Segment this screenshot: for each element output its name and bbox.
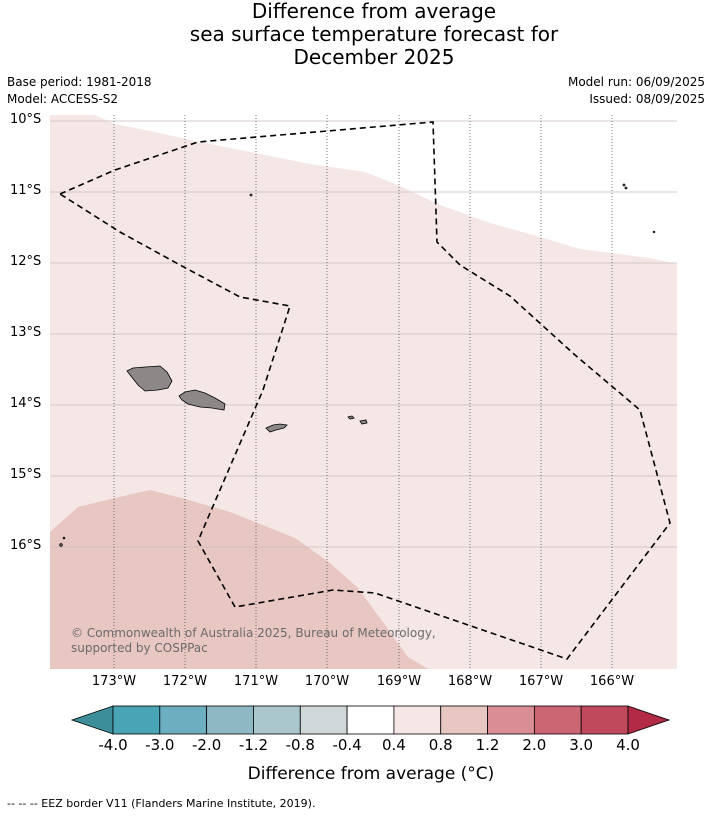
lon-label-166w: 166°W	[589, 674, 635, 689]
colorbar-segment	[206, 705, 254, 735]
colorbar-tick-label: -2.0	[191, 736, 222, 754]
colorbar-segment	[299, 705, 348, 735]
colorbar-tick-label: -0.4	[332, 736, 362, 754]
colorbar-extend-high	[627, 705, 671, 735]
islet-ne-2	[624, 186, 628, 190]
lon-label-169w: 169°W	[376, 674, 422, 689]
copyright-notice: © Commonwealth of Australia 2025, Bureau…	[71, 626, 491, 656]
model-name: Model: ACCESS-S2	[7, 92, 119, 106]
colorbar-tick-label: -3.0	[145, 736, 175, 754]
lat-label-12s: 12°S	[10, 254, 42, 269]
islet-sw-1	[59, 543, 63, 547]
lat-label-16s: 16°S	[10, 538, 42, 553]
islands-land	[59, 183, 656, 547]
sst-anomaly-map	[50, 115, 677, 669]
colorbar-segment	[580, 705, 629, 735]
lon-label-167w: 167°W	[518, 674, 564, 689]
eez-footnote: -- -- -- EEZ border V11 (Flanders Marine…	[7, 797, 316, 810]
colorbar-title: Difference from average (°C)	[247, 764, 495, 784]
colorbar-segment	[346, 705, 395, 735]
copyright-text: © Commonwealth of Australia 2025, Bureau…	[71, 626, 436, 655]
colorbar-segment	[487, 705, 535, 735]
manua-island-1	[347, 415, 355, 420]
islet-sw-2	[62, 536, 66, 540]
upolu-island	[178, 389, 226, 411]
colorbar-segment	[159, 705, 208, 735]
colorbar-tick-label: 1.2	[475, 736, 500, 754]
lat-label-10s: 10°S	[10, 112, 42, 127]
map-title: Difference from average sea surface temp…	[0, 0, 713, 69]
colorbar-tick-label: 2.0	[522, 736, 547, 754]
lon-label-172w: 172°W	[162, 674, 208, 689]
colorbar-tick-label: -4.0	[98, 736, 128, 754]
title-line-3: December 2025	[293, 45, 455, 69]
run-info: Model run: 06/09/2025 Issued: 08/09/2025	[568, 74, 705, 108]
colorbar-tick-label: 0.4	[381, 736, 406, 754]
colorbar-tick-label: -0.8	[285, 736, 315, 754]
colorbar-tick-label: -1.2	[238, 736, 269, 754]
model-info: Base period: 1981-2018 Model: ACCESS-S2	[7, 74, 152, 108]
model-run: Model run: 06/09/2025	[567, 75, 705, 89]
colorbar-extend-low	[70, 705, 114, 735]
savaii-island	[126, 365, 173, 392]
lat-label-11s: 11°S	[10, 183, 42, 198]
lat-label-14s: 14°S	[10, 396, 42, 411]
lat-label-15s: 15°S	[10, 467, 42, 482]
anomaly-colorbar	[70, 705, 671, 735]
colorbar-segment	[533, 705, 582, 735]
lat-label-13s: 13°S	[10, 325, 42, 340]
lon-label-173w: 173°W	[91, 674, 137, 689]
colorbar-segment	[393, 705, 442, 735]
latitude-gridlines	[50, 120, 677, 548]
lon-label-170w: 170°W	[304, 674, 350, 689]
eez-border	[59, 121, 671, 660]
lon-label-168w: 168°W	[447, 674, 493, 689]
title-line-2: sea surface temperature forecast for	[189, 22, 559, 46]
islet-ne-1	[622, 183, 626, 187]
colorbar-tick-label: 4.0	[616, 736, 640, 754]
colorbar-segment	[112, 705, 161, 735]
colorbar-tick-label: 0.8	[428, 736, 453, 754]
swains-island	[249, 193, 253, 197]
colorbar-segment	[440, 705, 488, 735]
colorbar-segment	[253, 705, 301, 735]
lon-label-171w: 171°W	[233, 674, 279, 689]
colorbar-segments	[70, 705, 671, 735]
base-period: Base period: 1981-2018	[7, 75, 152, 89]
anomaly-field-0.8-1.2	[50, 490, 428, 669]
title-line-1: Difference from average	[251, 0, 497, 23]
tutuila-island	[265, 423, 288, 433]
manua-island-2	[359, 419, 368, 425]
colorbar-tick-label: 3.0	[569, 736, 594, 754]
issued-date: Issued: 08/09/2025	[589, 92, 705, 106]
islet-ne-3	[652, 230, 656, 234]
